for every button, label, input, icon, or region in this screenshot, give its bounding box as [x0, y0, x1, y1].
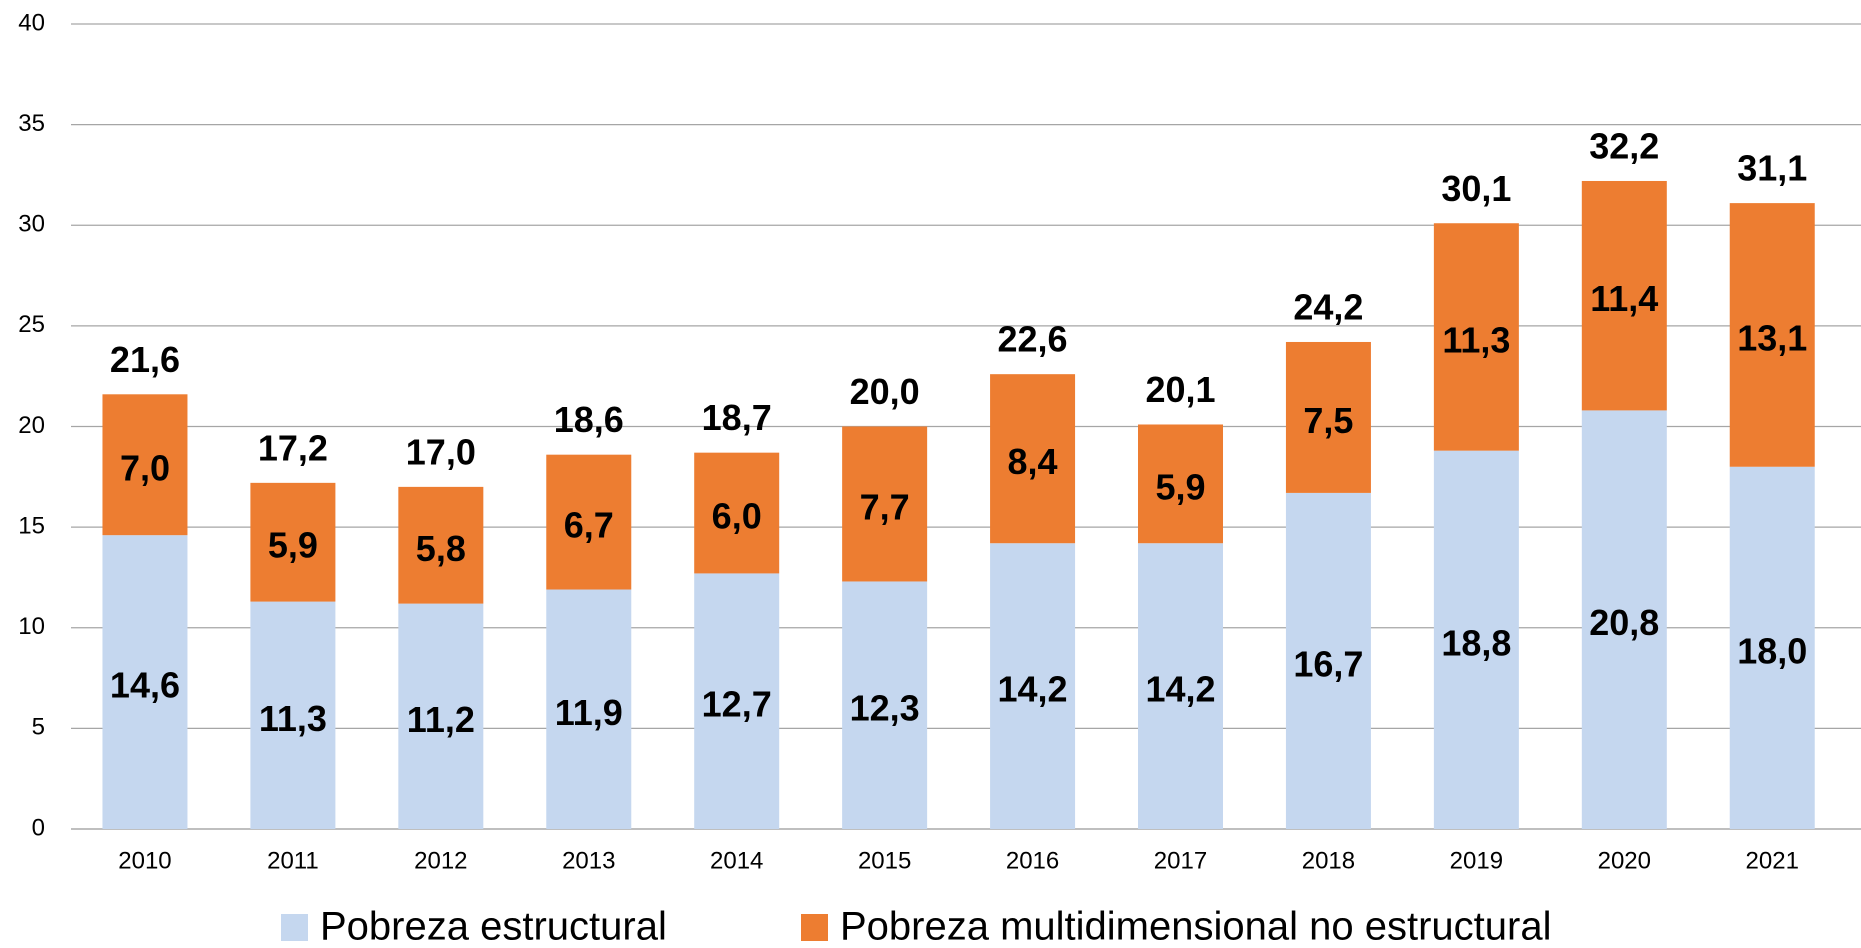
bar-segment: [1285, 492, 1371, 829]
data-label: 16,7: [1293, 643, 1363, 684]
x-tick-label: 2018: [1302, 847, 1355, 874]
y-tick-label: 35: [18, 110, 45, 137]
data-label: 11,9: [555, 692, 623, 733]
bar-segment: [250, 482, 336, 602]
x-tick-label: 2015: [858, 847, 911, 874]
y-tick-label: 20: [18, 412, 45, 439]
total-label: 17,0: [406, 431, 476, 472]
bar-segment: [694, 452, 780, 574]
total-label: 17,2: [258, 427, 328, 468]
x-tick-label: 2021: [1746, 847, 1799, 874]
total-label: 20,1: [1145, 369, 1215, 410]
bar-segment: [546, 589, 632, 829]
data-label: 12,3: [850, 688, 920, 729]
total-label: 21,6: [110, 339, 180, 380]
bar-segment: [398, 603, 484, 829]
total-label: 18,6: [554, 399, 624, 440]
data-label: 12,7: [702, 684, 772, 725]
bar-segment: [1581, 410, 1667, 829]
x-tick-label: 2012: [414, 847, 467, 874]
data-label: 18,8: [1441, 622, 1511, 663]
legend-swatch: [801, 914, 828, 941]
bar-segment: [1138, 543, 1224, 829]
data-label: 7,7: [860, 486, 910, 527]
y-tick-label: 40: [18, 9, 45, 36]
y-tick-label: 30: [18, 211, 45, 238]
x-tick-label: 2011: [267, 847, 319, 874]
bar-segment: [1729, 203, 1815, 467]
data-label: 5,9: [268, 525, 318, 566]
total-label: 18,7: [702, 397, 772, 438]
data-label: 11,3: [1442, 319, 1510, 360]
y-tick-label: 25: [18, 311, 45, 338]
x-tick-label: 2020: [1598, 847, 1651, 874]
y-tick-label: 10: [18, 613, 45, 640]
bar-segment: [102, 394, 188, 536]
total-label: 24,2: [1293, 286, 1363, 327]
bar-segment: [546, 454, 632, 590]
data-label: 11,4: [1590, 278, 1658, 319]
data-label: 5,9: [1155, 466, 1205, 507]
bar-segment: [102, 535, 188, 829]
x-tick-label: 2010: [118, 847, 171, 874]
data-label: 7,0: [120, 447, 170, 488]
total-label: 30,1: [1441, 168, 1511, 209]
bar-segment: [1285, 341, 1371, 493]
bar-segment: [990, 374, 1076, 544]
data-label: 11,2: [407, 699, 475, 740]
data-label: 14,6: [110, 665, 180, 706]
data-label: 13,1: [1737, 317, 1807, 358]
y-tick-label: 15: [18, 512, 45, 539]
bar-segment: [398, 486, 484, 604]
bar-segment: [694, 573, 780, 829]
x-tick-label: 2017: [1154, 847, 1207, 874]
total-label: 20,0: [850, 371, 920, 412]
y-tick-label: 0: [32, 814, 45, 841]
legend-swatch: [281, 914, 308, 941]
x-tick-label: 2019: [1450, 847, 1503, 874]
bar-segment: [1581, 180, 1667, 411]
legend-label: Pobreza estructural: [320, 905, 667, 948]
bar-segment: [990, 543, 1076, 829]
bar-segment: [1138, 424, 1224, 544]
total-label: 31,1: [1737, 148, 1807, 189]
data-label: 18,0: [1737, 630, 1807, 671]
total-label: 32,2: [1589, 125, 1659, 166]
x-tick-label: 2013: [562, 847, 615, 874]
data-label: 20,8: [1589, 602, 1659, 643]
total-label: 22,6: [998, 319, 1068, 360]
data-label: 14,2: [1145, 669, 1215, 710]
bar-segment: [1433, 450, 1519, 829]
data-label: 14,2: [998, 669, 1068, 710]
data-label: 6,0: [712, 496, 762, 537]
bar-segment: [842, 426, 928, 582]
y-tick-label: 5: [32, 714, 45, 741]
x-tick-label: 2014: [710, 847, 763, 874]
data-label: 5,8: [416, 528, 466, 569]
data-label: 6,7: [564, 505, 614, 546]
bar-segment: [842, 581, 928, 829]
bar-segment: [1729, 466, 1815, 829]
data-label: 11,3: [259, 698, 327, 739]
bar-segment: [250, 601, 336, 829]
data-label: 8,4: [1008, 441, 1058, 482]
data-label: 7,5: [1303, 400, 1353, 441]
x-tick-label: 2016: [1006, 847, 1059, 874]
bar-segment: [1433, 223, 1519, 451]
legend-label: Pobreza multidimensional no estructural: [840, 905, 1551, 948]
